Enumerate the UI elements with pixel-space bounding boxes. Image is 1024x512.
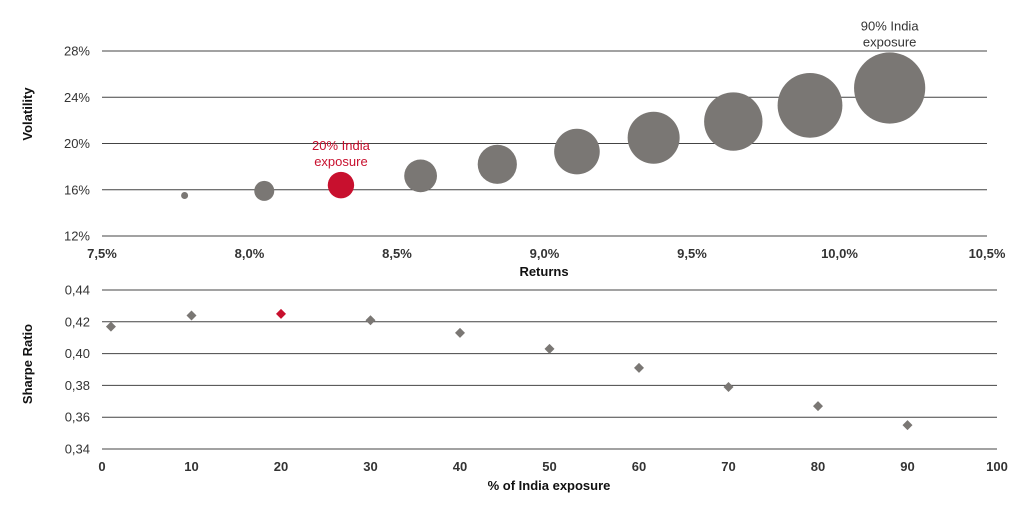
annotation-text: 90% India — [861, 18, 920, 33]
bottom-x-axis-label: % of India exposure — [488, 478, 611, 493]
diamond-marker — [186, 310, 197, 321]
bottom-diamonds — [105, 308, 913, 431]
diamond-marker — [365, 315, 376, 326]
highlighted-bubble — [327, 171, 355, 199]
bottom-x-tick-label: 30 — [363, 459, 377, 474]
bottom-x-tick-label: 80 — [811, 459, 825, 474]
top-x-tick-label: 8,0% — [235, 246, 265, 261]
annotation-text: exposure — [314, 154, 367, 169]
annotation-text: exposure — [863, 34, 916, 49]
bottom-y-tick-label: 0,42 — [65, 314, 90, 329]
highlighted-diamond-marker — [276, 308, 286, 319]
bottom-y-tick-label: 0,40 — [65, 346, 90, 361]
bottom-x-tick-label: 10 — [184, 459, 198, 474]
bubble — [477, 144, 517, 184]
bubble — [777, 72, 843, 138]
top-x-tick-label: 9,5% — [677, 246, 707, 261]
bubble — [254, 180, 275, 201]
diamond-marker — [813, 401, 823, 412]
diamond-marker — [544, 343, 555, 354]
bottom-y-tick-labels: 0,34 0,36 0,38 0,40 0,42 0,44 — [65, 283, 90, 457]
bottom-x-tick-label: 40 — [453, 459, 467, 474]
bottom-x-tick-labels: 0 10 20 30 40 50 60 70 80 90 100 — [98, 459, 1007, 474]
bottom-x-tick-label: 60 — [632, 459, 646, 474]
top-y-tick-labels: 12% 16% 20% 24% 28% — [64, 44, 90, 244]
top-gridlines — [102, 50, 987, 237]
bottom-y-tick-label: 0,34 — [65, 442, 90, 457]
top-x-tick-label: 10,5% — [969, 246, 1006, 261]
top-y-tick-label: 12% — [64, 229, 90, 244]
bottom-x-tick-label: 0 — [98, 459, 105, 474]
top-x-tick-label: 8,5% — [382, 246, 412, 261]
sharpe-ratio-chart: 0,34 0,36 0,38 0,40 0,42 0,44 0 10 20 30 40 50 60 70… — [20, 283, 1008, 494]
top-x-tick-label: 9,0% — [530, 246, 560, 261]
bottom-y-tick-label: 0,44 — [65, 283, 90, 298]
diamond-marker — [634, 362, 644, 373]
bubble — [704, 92, 763, 151]
bottom-x-tick-label: 50 — [542, 459, 556, 474]
diamond-marker — [105, 321, 116, 332]
diamond-marker — [455, 327, 465, 338]
bubble — [554, 128, 600, 175]
bottom-y-tick-label: 0,38 — [65, 378, 90, 393]
bottom-x-tick-label: 70 — [721, 459, 735, 474]
volatility-returns-bubble-chart: 12% 16% 20% 24% 28% 7,5% 8,0% 8,5% 9,0% 9,5% 10,0… — [20, 18, 1006, 279]
top-y-tick-label: 16% — [64, 182, 90, 197]
top-x-tick-labels: 7,5% 8,0% 8,5% 9,0% 9,5% 10,0% 10,5% — [87, 246, 1006, 261]
top-bubbles — [181, 52, 926, 201]
top-x-tick-label: 10,0% — [821, 246, 858, 261]
top-y-tick-label: 20% — [64, 136, 90, 151]
diamond-marker — [902, 420, 913, 431]
top-x-axis-label: Returns — [519, 264, 568, 279]
top-y-axis-label: Volatility — [20, 87, 35, 141]
diamond-marker — [723, 381, 734, 392]
top-y-tick-label: 24% — [64, 90, 90, 105]
bottom-gridlines — [102, 289, 997, 450]
bottom-y-axis-label: Sharpe Ratio — [20, 324, 35, 404]
bottom-y-tick-label: 0,36 — [65, 410, 90, 425]
bubble — [181, 192, 189, 200]
bubble — [404, 159, 437, 193]
top-x-tick-label: 7,5% — [87, 246, 117, 261]
top-y-tick-label: 28% — [64, 44, 90, 59]
bottom-x-tick-label: 100 — [986, 459, 1008, 474]
annotation-text: 20% India — [312, 138, 371, 153]
bubble — [854, 52, 926, 124]
bottom-x-tick-label: 20 — [274, 459, 288, 474]
bubble — [627, 111, 680, 164]
bottom-x-tick-label: 90 — [900, 459, 914, 474]
